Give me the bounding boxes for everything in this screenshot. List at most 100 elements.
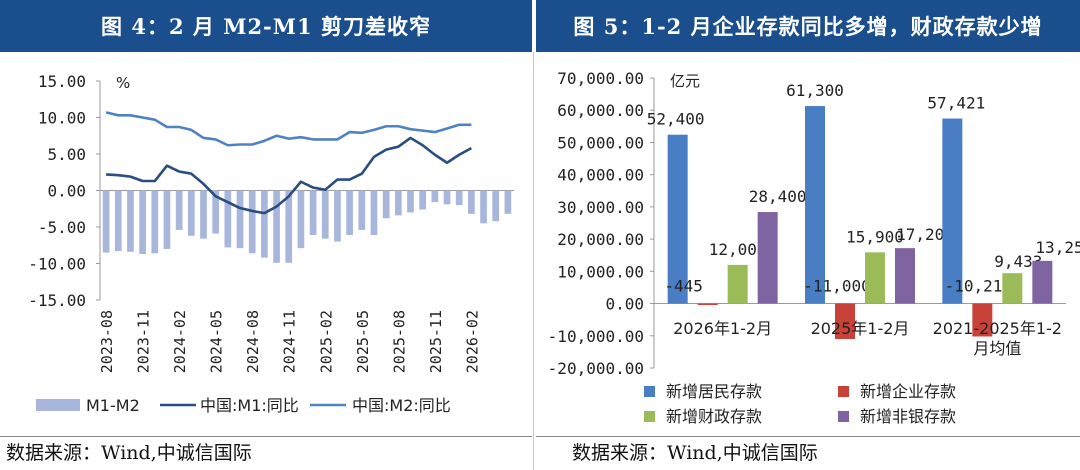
right-data-label: 61,300	[786, 81, 844, 100]
left-bar-m1-m2	[151, 190, 159, 254]
left-legend-label: 中国:M2:同比	[352, 396, 451, 415]
right-legend-swatch	[644, 386, 655, 397]
left-y-tick-label: 10.00	[38, 109, 86, 128]
right-data-label: 13,256	[1035, 238, 1080, 257]
right-category-label: 2026年1-2月	[673, 319, 772, 338]
right-data-label: 12,000	[709, 240, 767, 259]
left-unit-label: %	[116, 74, 130, 92]
right-y-tick-label: 20,000.00	[557, 230, 644, 249]
right-y-tick-label: 70,000.00	[557, 69, 644, 88]
right-bar-1	[942, 118, 963, 304]
left-bar-m1-m2	[492, 190, 500, 222]
panel-divider-line	[533, 52, 534, 470]
left-bar-m1-m2	[455, 190, 463, 206]
left-source-note: 数据来源：Wind,中诚信国际	[6, 442, 252, 464]
right-data-label: 28,400	[749, 187, 807, 206]
left-bar-m1-m2	[419, 190, 427, 210]
left-x-tick-label: 2024-05	[208, 310, 226, 373]
left-y-tick-label: -10.00	[28, 255, 86, 274]
left-bar-m1-m2	[382, 190, 390, 219]
left-bar-m1-m2	[504, 190, 512, 214]
right-category-label: 2025年1-2月	[811, 319, 910, 338]
right-y-tick-label: -10,000.00	[548, 327, 644, 346]
left-x-tick-label: 2024-08	[244, 310, 262, 373]
left-panel: 图 4：2 月 M2-M1 剪刀差收窄 % 15.00 10.00 5.00 0.00 -…	[0, 0, 532, 470]
left-x-tick-label: 2025-08	[390, 310, 408, 373]
left-bar-m1-m2	[200, 190, 207, 239]
left-x-tick-label: 2024-02	[171, 310, 189, 373]
right-unit-label: 亿元	[670, 72, 700, 90]
right-bar-2	[697, 303, 718, 305]
left-bar-m1-m2	[309, 190, 317, 236]
right-category-label: 月均值	[973, 339, 1021, 358]
left-y-tick-label: 0.00	[47, 182, 86, 201]
right-chart-title: 图 5：1-2 月企业存款同比多增，财政存款少增	[536, 0, 1080, 52]
right-legend-label: 新增企业存款	[860, 382, 956, 401]
left-legend-swatch-bar	[36, 399, 80, 411]
left-bottom-rule	[0, 436, 532, 437]
right-bar-4	[1032, 260, 1053, 304]
left-line-m1	[106, 136, 472, 215]
right-data-label: -10,216	[945, 277, 1012, 296]
right-legend-swatch	[838, 411, 849, 422]
right-data-label: 52,400	[647, 110, 705, 129]
left-legend-label: 中国:M1:同比	[200, 396, 299, 415]
left-chart-title: 图 4：2 月 M2-M1 剪刀差收窄	[0, 0, 532, 52]
left-bar-m1-m2	[358, 190, 366, 230]
left-x-tick-label: 2024-11	[281, 310, 299, 373]
left-y-tick-label: 15.00	[38, 72, 86, 91]
left-bar-m1-m2	[187, 190, 195, 236]
left-chart: % 15.00 10.00 5.00 0.00 -5.00 -10.00 -15.00 2023…	[28, 72, 514, 415]
left-bar-m1-m2	[394, 190, 402, 216]
right-y-tick-label: 0.00	[605, 295, 644, 314]
right-y-tick-label: 60,000.00	[557, 101, 644, 120]
left-bar-m1-m2	[114, 190, 122, 252]
right-data-label: -11,000	[803, 277, 870, 296]
left-line-m2	[105, 111, 472, 147]
left-bar-m1-m2	[443, 190, 451, 205]
right-source-note: 数据来源：Wind,中诚信国际	[572, 442, 818, 464]
left-x-tick-label: 2025-05	[354, 310, 372, 373]
left-bar-m1-m2	[334, 190, 341, 242]
right-chart: 亿元 70,000.00 60,000.00 50,000.00 40,000.00 30…	[548, 69, 1080, 426]
panel-divider	[532, 0, 536, 470]
right-data-label: 57,421	[927, 94, 985, 113]
left-bar-m1-m2	[431, 190, 439, 203]
left-bar-m1-m2	[468, 190, 475, 214]
right-legend-label: 新增居民存款	[666, 382, 762, 401]
left-bar-m1-m2	[321, 190, 329, 239]
left-y-tick-label: -5.00	[38, 218, 86, 237]
right-bar-4	[895, 248, 915, 304]
left-x-tick-label: 2023-08	[98, 310, 116, 373]
right-y-tick-label: 30,000.00	[557, 198, 644, 217]
left-bar-m1-m2	[139, 190, 146, 255]
left-bar-m1-m2	[346, 190, 353, 236]
right-bar-3	[1002, 273, 1023, 304]
right-legend-label: 新增财政存款	[666, 407, 762, 426]
right-bar-2	[972, 303, 993, 337]
right-y-tick-label: -20,000.00	[548, 359, 644, 378]
right-y-tick-label: 50,000.00	[557, 133, 644, 152]
left-x-tick-label: 2026-02	[463, 310, 481, 373]
right-legend-swatch	[838, 386, 849, 397]
right-data-label: 15,900	[846, 227, 904, 246]
left-bar-m1-m2	[212, 190, 220, 234]
left-bar-m1-m2	[370, 190, 378, 236]
left-bar-m1-m2	[248, 190, 256, 254]
right-bar-4	[757, 212, 778, 304]
right-bar-3	[865, 252, 885, 304]
left-bar-m1-m2	[127, 190, 134, 252]
right-category-label: 2021-2025年1-2	[933, 319, 1062, 338]
left-bar-m1-m2	[102, 190, 110, 253]
left-x-tick-label: 2025-11	[427, 310, 445, 373]
right-bar-1	[805, 106, 825, 304]
right-data-label: -445	[664, 277, 703, 296]
left-bar-m1-m2	[236, 190, 244, 249]
left-bar-m1-m2	[297, 190, 305, 249]
left-bar-m1-m2	[285, 190, 293, 263]
right-legend-label: 新增非银存款	[860, 407, 956, 426]
left-y-tick-label: -15.00	[28, 291, 86, 310]
right-legend-swatch	[644, 411, 655, 422]
left-x-tick-label: 2023-11	[135, 310, 153, 373]
